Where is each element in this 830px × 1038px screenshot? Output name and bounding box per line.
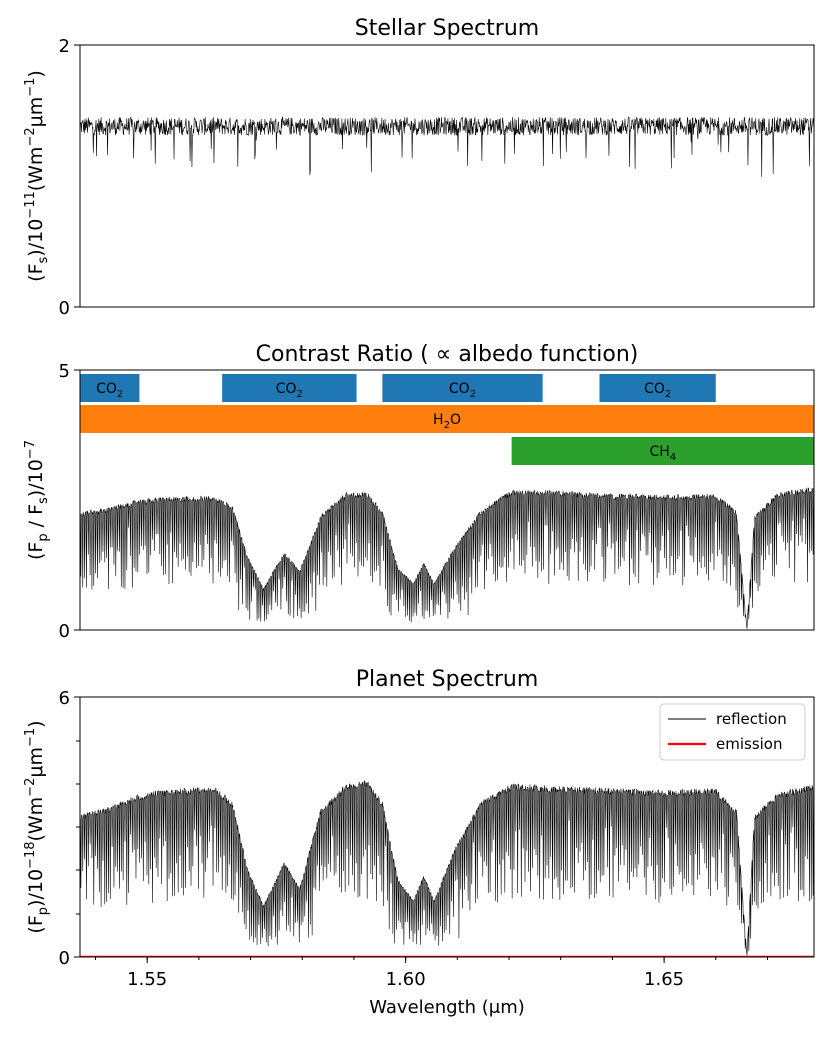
ylabel-part: −7 — [23, 440, 38, 459]
reflection-line — [79, 780, 815, 956]
contrast-ratio-ylabel: (Fp / Fs)/10−7 — [23, 440, 51, 560]
legend-label-emission: emission — [716, 735, 783, 753]
ylabel-part: )/10 — [25, 869, 47, 907]
planet-spectrum-ylabel: (Fp)/10−18(Wm−2μm−1) — [23, 720, 51, 933]
band-co2-2 — [382, 374, 543, 402]
ylabel-part: −2 — [23, 127, 38, 146]
ylabel-part: −1 — [23, 78, 38, 97]
contrast-ratio-series — [79, 487, 815, 629]
stellar-spectrum-axes — [79, 44, 815, 308]
band-co2-0 — [80, 374, 140, 402]
contrast-ytick-label-max: 5 — [59, 361, 70, 382]
band-label: H2O — [433, 412, 461, 431]
contrast-line — [79, 487, 815, 629]
planet-x-ticks: 1.55 1.60 1.65 — [95, 957, 768, 990]
planet-spectrum-panel: Planet Spectrum 6 0 1.55 1.60 1.65 Wavelen… — [23, 667, 815, 1018]
band-label: CO2 — [96, 381, 123, 400]
xtick-label: 1.60 — [386, 969, 426, 990]
stellar-ytick-label-max: 2 — [59, 36, 70, 57]
xtick-label: 1.65 — [644, 969, 684, 990]
ylabel-part: ) — [25, 70, 47, 77]
legend-box — [659, 703, 806, 761]
legend: reflection emission — [659, 703, 806, 761]
ylabel-part: s — [36, 256, 51, 263]
ylabel-part: (F — [25, 263, 47, 281]
ylabel-part: (Wm — [25, 797, 47, 842]
stellar-spectrum-ylabel: (Fs)/10−11(Wm−2μm−1) — [23, 70, 51, 282]
contrast-ytick-label-min: 0 — [59, 621, 70, 642]
ylabel-part: / F — [25, 504, 47, 533]
stellar-line — [79, 116, 815, 177]
band-label: CO2 — [449, 381, 476, 400]
ylabel-part: ) — [25, 720, 47, 727]
ylabel-part: μm — [25, 747, 47, 778]
planet-ytick-label-max: 6 — [59, 688, 70, 709]
band-co2-1 — [222, 374, 357, 402]
ylabel-part: s — [36, 497, 51, 504]
band-co2-3 — [599, 374, 716, 402]
band-label: CH4 — [649, 444, 676, 463]
ylabel-part: −11 — [23, 191, 38, 218]
band-h2o-4 — [80, 405, 814, 433]
ylabel-part: (F — [25, 915, 47, 933]
band-label: CO2 — [276, 381, 303, 400]
stellar-spectrum-series — [79, 116, 815, 177]
absorption-bands: CO2 CO2 CO2 CO2 H2O CH4 — [80, 374, 814, 465]
stellar-ytick-label-min: 0 — [59, 298, 70, 319]
ylabel-part: −1 — [23, 728, 38, 747]
ylabel-part: −2 — [23, 778, 38, 797]
band-label: CO2 — [644, 381, 671, 400]
stellar-spectrum-title: Stellar Spectrum — [355, 16, 539, 41]
ylabel-part: p — [36, 907, 51, 915]
x-axis-label: Wavelength (μm) — [369, 997, 525, 1018]
contrast-ratio-title: Contrast Ratio ( ∝ albedo function) — [256, 342, 639, 367]
ylabel-part: −18 — [23, 842, 38, 869]
planet-spectrum-series — [79, 780, 815, 958]
xtick-label: 1.55 — [127, 969, 167, 990]
contrast-ratio-axes — [79, 369, 815, 631]
planet-ytick-label-min: 0 — [59, 948, 70, 969]
ylabel-part: (Wm — [25, 147, 47, 192]
ylabel-part: )/10 — [25, 219, 47, 257]
ylabel-part: (F — [25, 542, 47, 560]
contrast-ratio-panel: Contrast Ratio ( ∝ albedo function) CO2 C… — [23, 342, 815, 642]
ylabel-part: )/10 — [25, 459, 47, 497]
ylabel-part: μm — [25, 97, 47, 128]
legend-label-reflection: reflection — [716, 710, 787, 728]
planet-spectrum-title: Planet Spectrum — [356, 667, 539, 692]
band-ch4-5 — [511, 437, 814, 465]
ylabel-part: p — [36, 533, 51, 541]
stellar-spectrum-panel: Stellar Spectrum 2 0 (Fs)/10−11(Wm−2μm−1… — [23, 16, 815, 319]
